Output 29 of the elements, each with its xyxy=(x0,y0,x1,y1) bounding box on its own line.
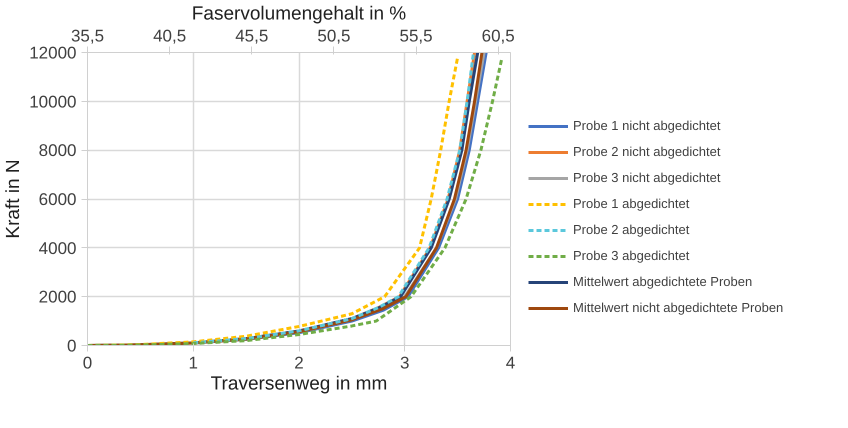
x2-axis-title: Faservolumengehalt in % xyxy=(192,4,406,24)
y-tick-label: 2000 xyxy=(38,288,77,307)
legend-label: Probe 2 nicht abgedichtet xyxy=(573,143,720,160)
y-tick-label: 6000 xyxy=(38,190,77,209)
legend-label: Probe 3 nicht abgedichtet xyxy=(573,169,720,186)
legend-label: Probe 3 abgedichtet xyxy=(573,247,690,264)
x-tick-label: 0 xyxy=(82,354,92,372)
x2-tick-label: 35,5 xyxy=(70,26,104,46)
x2-tick-label: 50,5 xyxy=(317,26,350,46)
legend-label: Probe 1 abgedichtet xyxy=(573,195,690,212)
legend-label: Probe 2 abgedichtet xyxy=(573,221,690,238)
legend-label: Mittelwert abgedichtete Proben xyxy=(573,273,752,290)
x-axis-title: Traversenweg in mm xyxy=(210,374,388,394)
y-tick-label: 4000 xyxy=(38,238,77,258)
x2-tick-label: 45,5 xyxy=(235,26,268,46)
y-tick-label: 10000 xyxy=(29,92,77,112)
x-tick-label: 1 xyxy=(188,354,198,372)
x2-tick-label: 60,5 xyxy=(482,26,515,46)
x2-tick-label: 55,5 xyxy=(400,26,433,46)
x2-tick-label: 40,5 xyxy=(153,26,186,46)
x-tick-label: 3 xyxy=(400,354,410,372)
legend-label: Mittelwert nicht abgedichtete Proben xyxy=(573,299,784,316)
legend-label: Probe 1 nicht abgedichtet xyxy=(573,117,720,134)
y-axis-title: Kraft in N xyxy=(3,159,24,239)
y-tick-label: 8000 xyxy=(38,141,77,160)
y-tick-label: 12000 xyxy=(29,44,77,62)
x-tick-label: 2 xyxy=(294,354,304,372)
x-tick-label: 4 xyxy=(506,354,516,372)
y-tick-label: 0 xyxy=(67,336,77,356)
